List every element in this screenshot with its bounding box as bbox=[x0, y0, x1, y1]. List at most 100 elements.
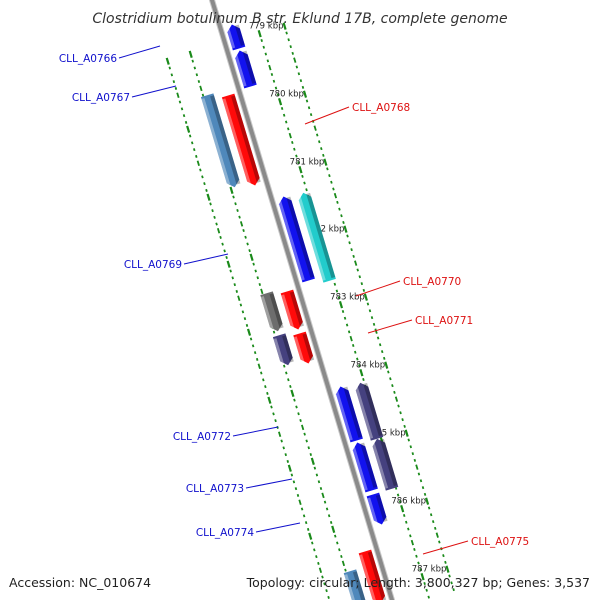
gene-arrow-highlight bbox=[226, 27, 236, 49]
tick-mark bbox=[264, 385, 267, 389]
tick-mark bbox=[266, 391, 269, 395]
tick-label: 781 kbp bbox=[290, 158, 325, 168]
tick-mark bbox=[251, 344, 255, 348]
gene-arrow-highlight bbox=[222, 98, 252, 186]
accession-text: Accession: NC_010674 bbox=[9, 575, 151, 590]
tick-mark bbox=[221, 242, 224, 246]
tick-mark bbox=[415, 554, 418, 558]
tick-mark bbox=[358, 275, 362, 279]
tick-mark bbox=[272, 412, 275, 416]
tick-mark bbox=[403, 424, 406, 428]
gene-arrow-shade bbox=[302, 333, 315, 361]
tick-mark bbox=[174, 86, 178, 90]
cds-feature bbox=[272, 333, 294, 366]
tick-mark bbox=[442, 554, 445, 558]
gene-arrow-shade bbox=[242, 50, 257, 84]
tick-mark bbox=[254, 269, 257, 273]
tick-mark bbox=[330, 180, 333, 184]
tick-mark bbox=[401, 418, 404, 422]
gene-arrow-body bbox=[355, 382, 384, 441]
gene-arrow-body bbox=[298, 192, 336, 283]
tick-mark bbox=[336, 541, 339, 545]
gene-label-cll-a0775: CLL_A0775 bbox=[471, 536, 529, 548]
tick-mark bbox=[301, 424, 305, 431]
gene-arrow-shade bbox=[343, 386, 363, 438]
tick-mark bbox=[400, 504, 405, 513]
tick-mark bbox=[219, 235, 222, 239]
tick-mark bbox=[340, 555, 343, 559]
tick-mark bbox=[384, 361, 389, 369]
gene-leader-line bbox=[367, 319, 413, 334]
tick-mark bbox=[421, 486, 425, 490]
tick-mark bbox=[394, 396, 399, 402]
tick-mark bbox=[366, 302, 370, 306]
tick-mark bbox=[236, 208, 239, 212]
tick-mark bbox=[300, 507, 304, 511]
tick-mark bbox=[315, 473, 319, 477]
tick-mark bbox=[293, 398, 296, 402]
gene-leader-line bbox=[422, 540, 469, 555]
tick-mark bbox=[402, 513, 406, 517]
gene-cll-a0769 bbox=[297, 192, 336, 283]
tick-mark bbox=[331, 525, 336, 534]
tick-mark bbox=[299, 419, 302, 423]
genome-backbone bbox=[209, 0, 395, 600]
tick-mark bbox=[201, 175, 204, 179]
tick-mark bbox=[347, 330, 351, 334]
gene-arrow-highlight bbox=[297, 195, 326, 281]
tick-mark bbox=[307, 446, 310, 450]
tick-mark bbox=[362, 288, 366, 292]
tick-label: 785 kbp bbox=[371, 429, 406, 439]
gene-cll-a0775 bbox=[358, 549, 387, 600]
genome-info-text: Topology: circular; Length: 3,800,327 bp… bbox=[246, 575, 590, 590]
tick-mark bbox=[407, 438, 410, 442]
tick-mark bbox=[315, 133, 319, 137]
gene-arrow-shade bbox=[282, 335, 294, 363]
tick-mark bbox=[309, 113, 313, 117]
tick-mark bbox=[333, 192, 338, 199]
tick-mark bbox=[295, 405, 298, 409]
tick-mark bbox=[248, 249, 251, 253]
tick-mark bbox=[297, 412, 300, 416]
tick-mark bbox=[233, 283, 236, 287]
tick-mark bbox=[429, 513, 433, 517]
tick-mark bbox=[272, 79, 276, 83]
tick-mark bbox=[419, 479, 423, 483]
tick-mark bbox=[305, 99, 309, 103]
tick-mark bbox=[308, 532, 313, 540]
tick-mark bbox=[287, 127, 290, 131]
tick-mark bbox=[293, 147, 296, 151]
gene-cll-a0770 bbox=[280, 289, 304, 330]
tick-mark bbox=[348, 241, 351, 245]
tick-mark bbox=[380, 350, 384, 354]
tick-mark bbox=[315, 555, 318, 559]
tick-mark bbox=[334, 534, 337, 538]
gene-arrow-body bbox=[293, 331, 314, 364]
gene-arrow-body bbox=[280, 289, 303, 330]
tick-mark bbox=[434, 526, 437, 530]
tick-mark bbox=[445, 565, 450, 573]
tick-mark bbox=[252, 262, 255, 266]
tick-mark bbox=[302, 90, 308, 98]
tick-mark bbox=[354, 260, 358, 266]
tick-mark bbox=[215, 222, 218, 226]
tick-mark bbox=[209, 202, 212, 206]
tick-mark bbox=[370, 316, 374, 320]
tick-mark bbox=[438, 540, 441, 544]
tick-mark bbox=[235, 289, 239, 293]
tick-mark bbox=[172, 80, 176, 84]
tick-mark bbox=[295, 154, 298, 158]
gene-leader-line bbox=[245, 478, 293, 489]
tick-mark bbox=[239, 221, 244, 227]
tick-mark bbox=[274, 86, 278, 90]
tick-track bbox=[282, 22, 455, 592]
tick-mark bbox=[206, 193, 211, 201]
gene-arrow-body bbox=[235, 50, 257, 89]
gene-arrow-body bbox=[200, 93, 240, 188]
tick-mark bbox=[313, 125, 317, 131]
cds-feature bbox=[334, 386, 363, 443]
backbone-layer bbox=[208, 0, 396, 600]
tick-mark bbox=[410, 539, 414, 546]
tick-mark bbox=[278, 97, 283, 106]
